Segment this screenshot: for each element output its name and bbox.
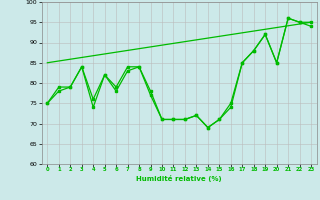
X-axis label: Humidité relative (%): Humidité relative (%) bbox=[136, 175, 222, 182]
